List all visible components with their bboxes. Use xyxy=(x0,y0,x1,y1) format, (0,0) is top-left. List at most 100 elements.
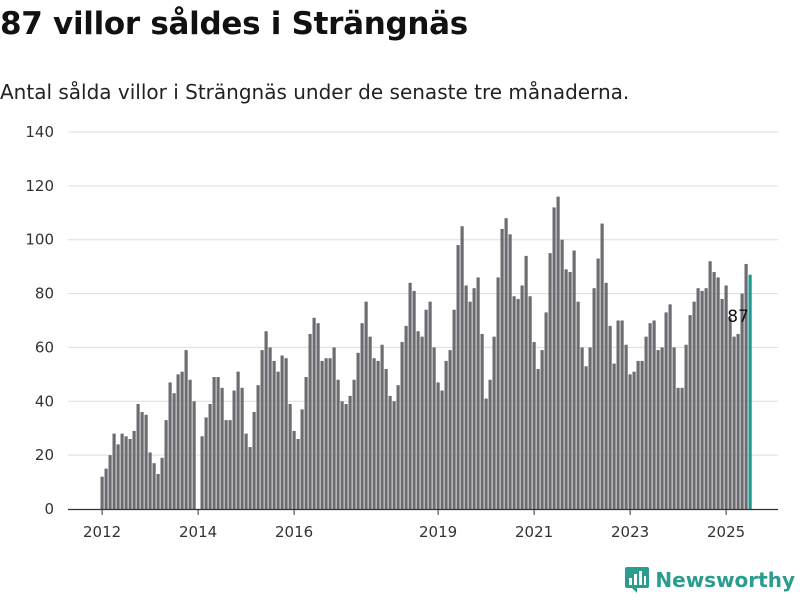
bar xyxy=(492,336,496,509)
bar xyxy=(128,438,132,509)
bar xyxy=(512,296,516,509)
bar xyxy=(200,436,204,509)
bar xyxy=(628,374,632,509)
chart-title: 87 villor såldes i Strängnäs xyxy=(0,6,468,42)
y-tick-label: 40 xyxy=(35,392,54,410)
bar xyxy=(116,444,120,509)
bar xyxy=(456,245,460,509)
bar xyxy=(600,223,604,510)
bar xyxy=(316,323,320,509)
bar xyxy=(536,368,540,509)
bar xyxy=(532,342,536,509)
bar xyxy=(444,360,448,509)
y-tick-label: 120 xyxy=(25,177,54,195)
bar xyxy=(648,323,652,509)
bar xyxy=(544,312,548,509)
bar xyxy=(696,288,700,509)
bar xyxy=(244,433,248,509)
bar xyxy=(224,420,228,509)
bar xyxy=(356,352,360,509)
bar xyxy=(108,455,112,509)
bar xyxy=(232,390,236,509)
bar xyxy=(284,358,288,509)
bar xyxy=(636,360,640,509)
chart-subtitle: Antal sålda villor i Strängnäs under de … xyxy=(0,80,630,104)
bar xyxy=(436,382,440,509)
bar xyxy=(236,371,240,509)
newsworthy-logo-icon xyxy=(625,567,650,593)
bar xyxy=(556,196,560,509)
bar xyxy=(736,333,740,509)
y-tick-label: 100 xyxy=(25,231,54,249)
bar xyxy=(624,344,628,509)
bar xyxy=(384,368,388,509)
bar xyxy=(548,253,552,509)
bar xyxy=(520,285,524,509)
x-tick-label: 2016 xyxy=(275,523,313,541)
bar xyxy=(484,398,488,509)
x-tick-label: 2012 xyxy=(83,523,121,541)
y-axis-tick-labels: 0 20 40 60 80 100 120 140 xyxy=(25,123,54,518)
bar xyxy=(472,288,476,509)
bar xyxy=(428,301,432,509)
bar xyxy=(432,347,436,509)
bar xyxy=(344,403,348,509)
bar xyxy=(608,325,612,509)
bar xyxy=(340,401,344,509)
bar xyxy=(588,347,592,509)
bar xyxy=(164,420,168,509)
bar xyxy=(160,457,164,509)
bar xyxy=(364,301,368,509)
bar xyxy=(540,350,544,509)
bar xyxy=(288,403,292,509)
annotations: 87 xyxy=(727,307,749,327)
bar xyxy=(212,377,216,509)
bar xyxy=(180,371,184,509)
bar xyxy=(104,468,108,509)
bar xyxy=(632,371,636,509)
bar xyxy=(732,336,736,509)
bar xyxy=(576,301,580,509)
bar xyxy=(372,358,376,509)
bar xyxy=(156,473,160,509)
bar xyxy=(660,347,664,509)
bar xyxy=(148,452,152,509)
bar xyxy=(248,447,252,509)
bar xyxy=(592,288,596,509)
brand-logo: Newsworthy xyxy=(624,566,795,594)
bar xyxy=(692,301,696,509)
bar xyxy=(360,323,364,509)
bar xyxy=(268,347,272,509)
bar xyxy=(172,393,176,509)
bar xyxy=(120,433,124,509)
x-tick-label: 2021 xyxy=(515,523,553,541)
bar xyxy=(312,317,316,509)
bar xyxy=(112,433,116,509)
bar xyxy=(528,296,532,509)
bar xyxy=(700,290,704,509)
bar xyxy=(292,430,296,509)
bar xyxy=(664,312,668,509)
bar xyxy=(276,371,280,509)
bar xyxy=(176,374,180,509)
bar xyxy=(256,385,260,509)
bar xyxy=(400,342,404,509)
bar xyxy=(136,403,140,509)
bar xyxy=(668,304,672,509)
bar xyxy=(672,347,676,509)
bar xyxy=(396,385,400,509)
bar xyxy=(408,282,412,509)
bar xyxy=(424,309,428,509)
bar xyxy=(100,476,104,509)
bar xyxy=(352,379,356,509)
x-tick-label: 2014 xyxy=(179,523,217,541)
bar xyxy=(480,333,484,509)
bar xyxy=(612,363,616,509)
bar xyxy=(720,298,724,509)
bar xyxy=(488,379,492,509)
bar xyxy=(500,228,504,509)
x-axis: 2012 2014 2016 2019 2021 2023 2025 xyxy=(68,508,778,541)
bar xyxy=(296,438,300,509)
bar xyxy=(272,360,276,509)
bar xyxy=(240,387,244,509)
